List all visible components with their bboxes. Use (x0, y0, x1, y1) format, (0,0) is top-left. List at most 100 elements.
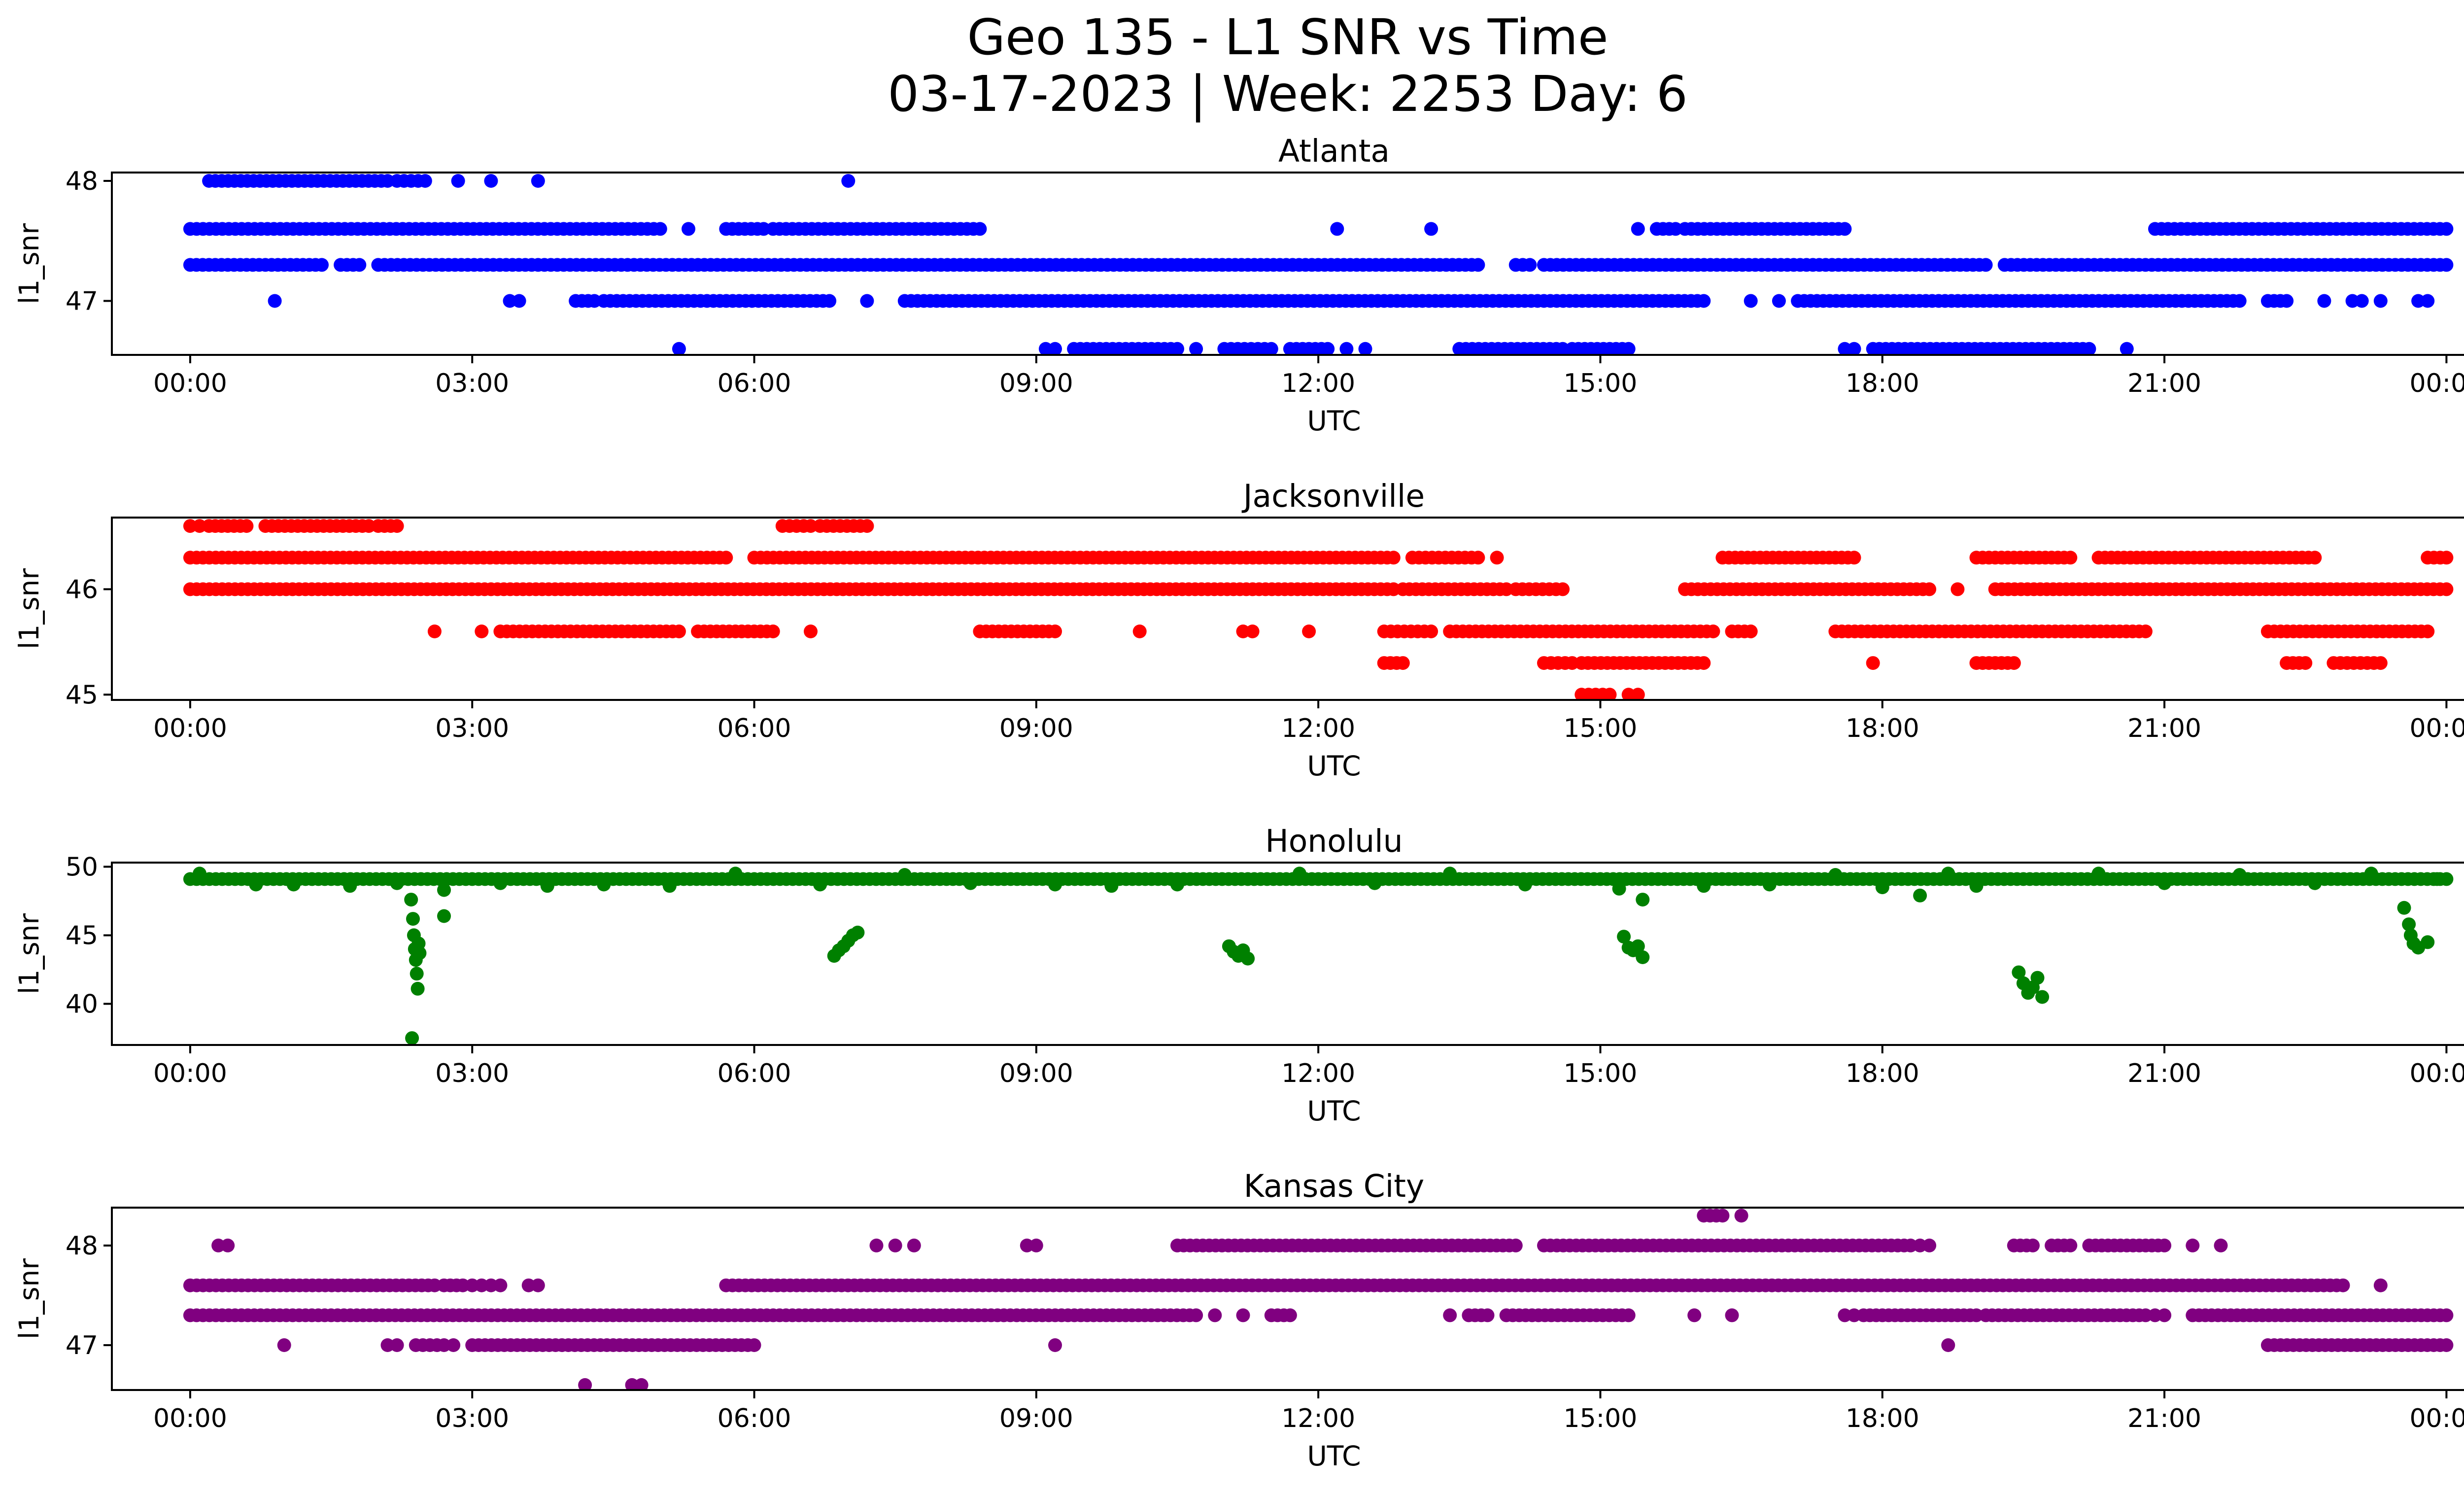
data-point (662, 879, 677, 893)
axes-frame (111, 1207, 2464, 1391)
data-point (540, 879, 554, 893)
data-point (1725, 1308, 1739, 1322)
data-point (484, 174, 498, 188)
data-point (1132, 625, 1147, 638)
data-point (315, 258, 329, 272)
data-point (1617, 930, 1631, 944)
x-axis-label: UTC (1307, 405, 1361, 437)
data-point (418, 174, 432, 188)
data-point (1048, 1338, 1062, 1352)
data-point (1697, 656, 1711, 670)
data-point (2317, 294, 2331, 308)
figure-title-line2: 03-17-2023 | Week: 2253 Day: 6 (888, 65, 1687, 123)
subplots: Atlanta 00:00 03:00 06:00 09:00 12:00 15:00 18:… (13, 133, 2464, 1472)
data-point (653, 222, 667, 236)
data-point (193, 867, 206, 881)
x-axis-label: UTC (1307, 1440, 1361, 1472)
data-point (2298, 656, 2313, 670)
subplot-title: Atlanta (1278, 133, 1390, 169)
data-point (1744, 294, 1758, 308)
y-tick-label: 47 (66, 1331, 98, 1360)
data-point (1847, 342, 1861, 355)
data-points (183, 174, 2454, 355)
data-point (1048, 877, 1062, 892)
x-axis-label: UTC (1307, 750, 1361, 782)
data-point (406, 912, 420, 926)
y-tick-label: 48 (66, 1231, 98, 1261)
data-point (277, 1338, 291, 1352)
data-point (672, 342, 686, 355)
data-point (2336, 1278, 2350, 1292)
data-point (410, 967, 424, 981)
data-point (888, 1238, 902, 1252)
data-point (411, 981, 425, 996)
data-point (437, 883, 451, 897)
data-point (1523, 258, 1537, 272)
data-point (813, 877, 827, 892)
data-point (1443, 1308, 1457, 1322)
x-tick-label: 06:00 (718, 369, 791, 398)
x-tick-label: 00:00 (153, 1404, 227, 1433)
data-point (2439, 1338, 2454, 1352)
data-point (1170, 342, 1184, 355)
data-points (183, 519, 2454, 700)
axes-frame (111, 862, 2464, 1046)
data-point (1913, 888, 1927, 903)
data-point (1744, 625, 1758, 638)
data-point (2397, 901, 2411, 915)
x-tick-label: 00:00 (2409, 369, 2464, 398)
data-point (1245, 625, 1260, 638)
data-point (1283, 1308, 1297, 1322)
data-point (2421, 935, 2435, 949)
data-point (1330, 222, 1344, 236)
data-point (1321, 342, 1335, 355)
data-point (907, 1238, 921, 1252)
data-point (531, 1278, 545, 1292)
data-points (183, 1209, 2454, 1390)
y-axis-label: l1_snr (13, 223, 45, 304)
data-point (1866, 656, 1880, 670)
data-point (2308, 876, 2322, 890)
x-tick-label: 18:00 (1846, 1059, 1919, 1088)
x-tick-label: 00:00 (2409, 1404, 2464, 1433)
data-point (1358, 342, 1372, 355)
data-point (2157, 1238, 2172, 1252)
data-point (1922, 582, 1937, 596)
x-tick-label: 00:00 (153, 714, 227, 743)
data-point (2430, 872, 2444, 886)
data-point (2120, 342, 2134, 355)
data-point (2402, 917, 2416, 932)
data-point (2421, 294, 2435, 308)
data-point (1518, 877, 1532, 892)
data-point (493, 876, 508, 890)
data-point (1339, 342, 1354, 355)
data-point (597, 877, 611, 892)
data-point (682, 222, 695, 236)
data-point (268, 294, 282, 308)
data-point (404, 893, 418, 907)
data-point (286, 877, 301, 892)
data-point (1697, 294, 1711, 308)
data-point (719, 551, 733, 565)
data-point (427, 625, 442, 638)
data-point (672, 625, 686, 638)
data-point (493, 1278, 508, 1292)
x-tick-label: 18:00 (1846, 714, 1919, 743)
data-point (2308, 551, 2322, 565)
data-point (1706, 625, 1720, 638)
data-point (240, 519, 254, 533)
x-axis-label: UTC (1307, 1095, 1361, 1127)
data-point (973, 222, 987, 236)
data-point (2373, 294, 2388, 308)
data-point (1556, 582, 1570, 596)
data-point (1772, 294, 1786, 308)
data-point (747, 1338, 761, 1352)
data-point (1029, 1238, 1043, 1252)
data-point (390, 876, 404, 890)
x-tick-label: 09:00 (999, 714, 1073, 743)
data-point (2026, 1238, 2040, 1252)
data-point (1621, 342, 1636, 355)
x-tick-label: 09:00 (999, 369, 1073, 398)
x-tick-label: 21:00 (2127, 1059, 2201, 1088)
data-point (1969, 879, 1984, 893)
